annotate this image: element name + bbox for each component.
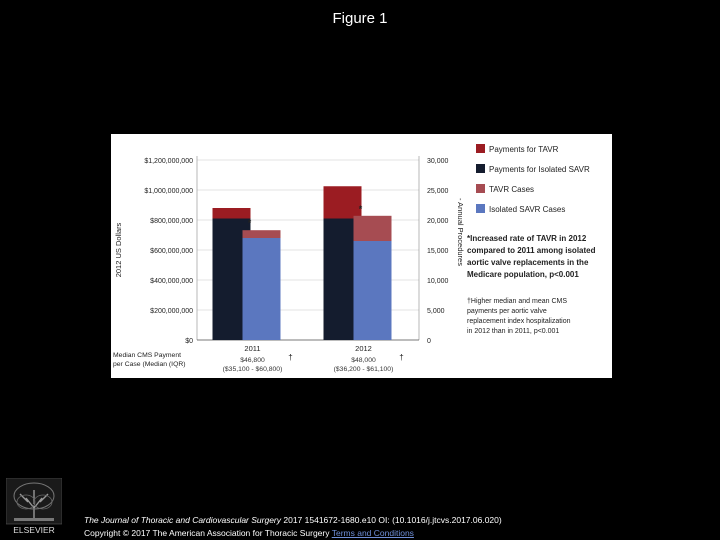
bar-savr-cases <box>242 238 281 340</box>
annotation-cms-payment: †Higher median and mean CMS <box>467 298 567 305</box>
annotation-tavr-rate: Medicare population, p<0.001 <box>467 270 579 279</box>
median-payment-iqr: ($35,100 - $60,800) <box>223 366 283 373</box>
legend-swatch <box>476 184 485 193</box>
annotation-tavr-rate: aortic valve replacements in the <box>467 258 589 267</box>
y2-tick-label: 0 <box>427 338 431 345</box>
bar-payments-tavr <box>323 186 362 219</box>
bar-payments-tavr <box>212 208 251 219</box>
annotation-tavr-rate: compared to 2011 among isolated <box>467 246 596 255</box>
copyright: Copyright © 2017 The American Associatio… <box>84 528 414 538</box>
elsevier-logo: ELSEVIER <box>6 478 62 535</box>
median-payment-iqr: ($36,200 - $61,100) <box>334 366 394 373</box>
median-payment: $46,800 <box>240 357 265 364</box>
annotation-cms-payment: replacement index hospitalization <box>467 318 571 325</box>
y-axis-title: 2012 US Dollars <box>114 222 123 277</box>
significance-marker: * <box>248 218 252 228</box>
bar-savr-cases <box>353 241 392 340</box>
legend-label: Payments for Isolated SAVR <box>489 165 590 174</box>
payment-marker: † <box>288 353 292 362</box>
legend-swatch <box>476 204 485 213</box>
citation-details: 2017 1541672-1680.e10 OI: (10.1016/j.jtc… <box>281 515 502 525</box>
x-tick-label: 2011 <box>244 344 260 353</box>
y2-tick-label: 5,000 <box>427 308 445 315</box>
y-tick-label: $600,000,000 <box>150 248 193 255</box>
y2-tick-label: 30,000 <box>427 158 449 165</box>
y-tick-label: $1,000,000,000 <box>144 188 193 195</box>
annotation-cms-payment: payments per aortic valve <box>467 308 547 315</box>
median-payment: $48,000 <box>351 357 376 364</box>
annotation-cms-payment: in 2012 than in 2011, p<0.001 <box>467 328 559 335</box>
legend-label: Payments for TAVR <box>489 145 559 154</box>
x-tick-label: 2012 <box>355 344 372 353</box>
citation-journal: The Journal of Thoracic and Cardiovascul… <box>84 515 282 525</box>
legend-swatch <box>476 164 485 173</box>
y-tick-label: $400,000,000 <box>150 278 193 285</box>
copyright-text: Copyright © 2017 The American Associatio… <box>84 528 330 538</box>
slide-title: Figure 1 <box>332 10 388 27</box>
terms-link[interactable]: Terms and Conditions <box>331 528 414 538</box>
y-tick-label: $1,200,000,000 <box>144 158 193 165</box>
bar-tavr-cases <box>353 215 392 241</box>
figure-panel: $0 $200,000,000 $400,000,000 $600,000,000 $8… <box>111 134 612 378</box>
y2-axis-title: - Annual Procedures <box>456 198 465 266</box>
y2-tick-label: 15,000 <box>427 248 449 255</box>
payments-procedures-chart: $0 $200,000,000 $400,000,000 $600,000,000 $8… <box>113 144 596 373</box>
y2-tick-label: 20,000 <box>427 218 449 225</box>
citation: The Journal of Thoracic and Cardiovascul… <box>84 515 502 525</box>
y2-tick-label: 10,000 <box>427 278 449 285</box>
y-tick-label: $800,000,000 <box>150 218 193 225</box>
payment-marker: † <box>399 353 403 362</box>
legend-label: Isolated SAVR Cases <box>489 205 565 214</box>
significance-marker: * <box>359 204 363 214</box>
legend-label: TAVR Cases <box>489 185 534 194</box>
y2-tick-label: 25,000 <box>427 188 449 195</box>
median-label-line2: per Case (Median (IQR) <box>113 361 186 368</box>
bar-tavr-cases <box>242 230 281 238</box>
annotation-tavr-rate: *Increased rate of TAVR in 2012 <box>467 234 587 243</box>
median-label-line1: Median CMS Payment <box>113 352 181 359</box>
y-tick-label: $0 <box>185 338 193 345</box>
legend-swatch <box>476 144 485 153</box>
logo-text: ELSEVIER <box>13 525 55 535</box>
y-tick-label: $200,000,000 <box>150 308 193 315</box>
